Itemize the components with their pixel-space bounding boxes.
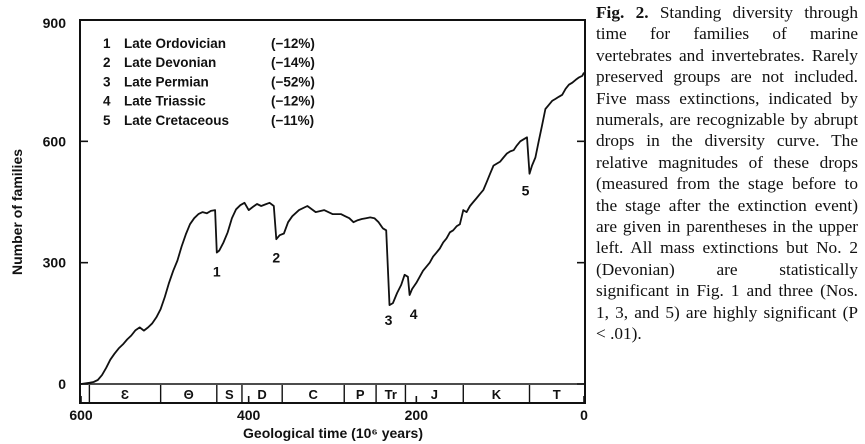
legend-percent: (−52%) (271, 74, 315, 89)
extinction-label: 2 (272, 249, 280, 265)
y-axis-label: Number of families (9, 149, 25, 275)
legend-name: Late Ordovician (124, 36, 226, 51)
period-label: S (225, 387, 234, 402)
period-label: D (257, 387, 266, 402)
x-ticks: 600 400 200 0 (69, 396, 588, 423)
y-tick-label: 300 (43, 255, 67, 271)
period-label: P (356, 387, 365, 402)
extinction-label: 5 (522, 183, 530, 199)
y-tick-label: 600 (43, 133, 67, 149)
period-band: Ɛ Θ S D C P Tr J K T (88, 385, 561, 403)
legend-number: 4 (103, 94, 111, 109)
x-tick-label: 200 (405, 407, 429, 423)
period-label: Ɛ (121, 387, 129, 402)
period-label: Tr (385, 387, 397, 402)
y-tick-label: 0 (58, 376, 66, 392)
extinction-label: 3 (385, 312, 393, 328)
legend-name: Late Triassic (124, 94, 206, 109)
figure-caption: Fig. 2. Standing diversity through time … (596, 2, 858, 345)
period-label: C (309, 387, 319, 402)
caption-text: Standing diversity through time for fami… (596, 3, 859, 344)
period-label: Θ (184, 387, 194, 402)
legend-number: 5 (103, 113, 111, 128)
legend-percent: (−12%) (271, 36, 315, 51)
extinction-label: 4 (410, 306, 418, 322)
legend-name: Late Devonian (124, 55, 216, 70)
period-label: J (431, 387, 438, 402)
x-tick-label: 600 (69, 407, 93, 423)
x-axis-label: Geological time (10⁶ years) (243, 425, 423, 441)
legend-percent: (−11%) (271, 113, 314, 128)
legend-number: 2 (103, 55, 111, 70)
x-tick-label: 0 (580, 407, 588, 423)
legend-number: 1 (103, 36, 111, 51)
plot-frame (79, 19, 586, 404)
legend: 1 Late Ordovician (−12%) 2 Late Devonian (−14… (103, 36, 315, 128)
y-ticks: 0 300 600 900 (43, 15, 585, 392)
x-tick-label: 400 (237, 407, 261, 423)
caption-label: Fig. 2. (596, 3, 649, 22)
legend-number: 3 (103, 74, 111, 89)
period-label: T (553, 387, 561, 402)
period-label: K (492, 387, 502, 402)
legend-percent: (−12%) (271, 94, 315, 109)
legend-name: Late Cretaceous (124, 113, 229, 128)
extinction-labels: 1 2 3 4 5 (213, 183, 530, 328)
legend-name: Late Permian (124, 74, 209, 89)
extinction-label: 1 (213, 264, 221, 280)
legend-percent: (−14%) (271, 55, 315, 70)
y-tick-label: 900 (43, 15, 67, 31)
diversity-line (80, 72, 585, 385)
